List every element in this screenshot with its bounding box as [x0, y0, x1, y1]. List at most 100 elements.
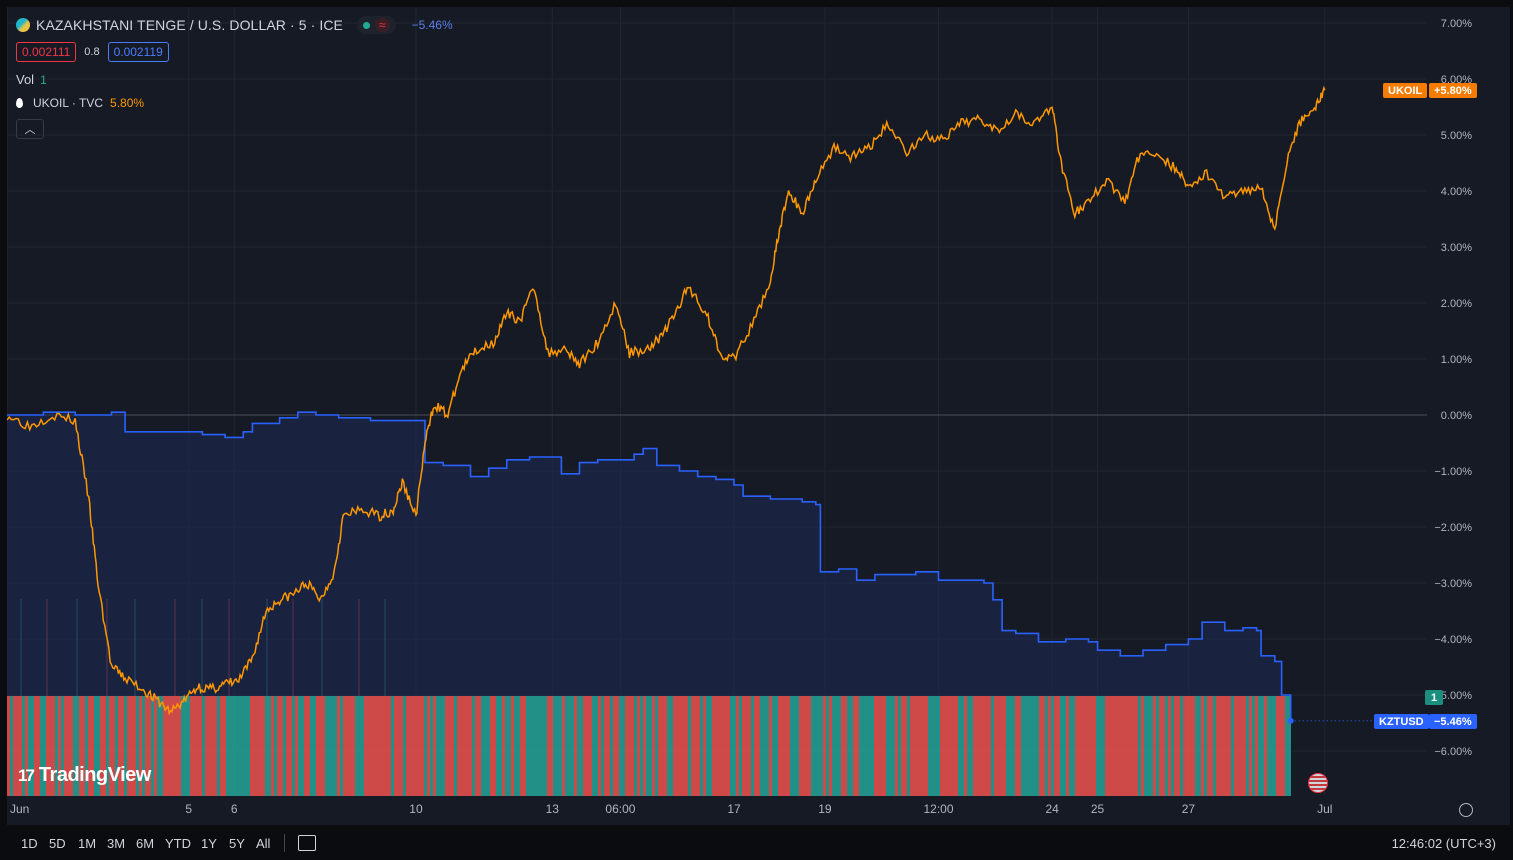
volume-bar — [565, 696, 568, 796]
volume-bar — [1282, 696, 1285, 796]
chart-pane[interactable]: 7.00% 6.00% 5.00% 4.00% 3.00% 2.00% 1.00% 0.00%… — [7, 7, 1510, 825]
volume-bar — [454, 696, 457, 796]
volume-bar — [298, 696, 301, 796]
volume-bar — [130, 696, 133, 796]
volume-bar — [355, 696, 358, 796]
calendar-icon[interactable] — [298, 835, 316, 851]
volume-bar — [805, 696, 808, 796]
volume-legend: Vol 1 — [16, 72, 47, 87]
volume-bar — [19, 696, 22, 796]
volume-bar — [544, 696, 547, 796]
collapse-legend-button[interactable]: ︿ — [16, 119, 44, 139]
volume-bar — [1276, 696, 1279, 796]
volume-bar — [604, 696, 607, 796]
volume-bar — [1099, 696, 1102, 796]
volume-bar — [361, 696, 364, 796]
y-tick-label: −6.00% — [1434, 746, 1472, 758]
volume-bar — [118, 696, 121, 796]
volume-bar — [199, 696, 202, 796]
ukoil-value-tag: +5.80% — [1429, 83, 1477, 98]
volume-bar — [1051, 696, 1054, 796]
range-1y-button[interactable]: 1Y — [201, 836, 217, 851]
volume-bar — [418, 696, 421, 796]
range-5y-button[interactable]: 5Y — [229, 836, 245, 851]
range-5d-button[interactable]: 5D — [49, 836, 66, 851]
range-6m-button[interactable]: 6M — [136, 836, 155, 851]
volume-bar — [1249, 696, 1252, 796]
volume-bar — [535, 696, 538, 796]
bottom-toolbar: 1D 5D 1M 3M 6M YTD 1Y 5Y All 12:46:02 (U… — [0, 826, 1513, 860]
volume-bar — [589, 696, 592, 796]
symbol-title[interactable]: KAZAKHSTANI TENGE / U.S. DOLLAR · 5 · IC… — [36, 17, 343, 33]
volume-bar — [253, 696, 256, 796]
range-1m-button[interactable]: 1M — [78, 836, 97, 851]
volume-bar — [526, 696, 529, 796]
volume-bar — [1108, 696, 1111, 796]
volume-bar — [1186, 696, 1189, 796]
range-3m-button[interactable]: 3M — [107, 836, 126, 851]
volume-bar — [664, 696, 667, 796]
chart-canvas[interactable]: 7.00%6.00%5.00%4.00%3.00%2.00%1.00%0.00%… — [7, 7, 1510, 825]
range-1d-button[interactable]: 1D — [21, 836, 38, 851]
volume-bar — [721, 696, 724, 796]
volume-bar — [106, 696, 109, 796]
clock-timezone[interactable]: 12:46:02 (UTC+3) — [1391, 836, 1496, 851]
volume-bar — [10, 696, 13, 796]
volume-bar — [1114, 696, 1117, 796]
volume-bar — [874, 696, 877, 796]
market-status-pill[interactable]: ≈ — [356, 16, 396, 34]
volume-bar — [1054, 696, 1057, 796]
range-all-button[interactable]: All — [256, 836, 271, 851]
us-flag-icon[interactable] — [1308, 773, 1328, 793]
volume-bar — [967, 696, 970, 796]
volume-bar — [241, 696, 244, 796]
bid-price-button[interactable]: 0.002111 — [16, 42, 77, 62]
volume-bar — [802, 696, 805, 796]
volume-bar — [760, 696, 763, 796]
volume-label[interactable]: Vol — [16, 72, 35, 87]
volume-bar — [823, 696, 826, 796]
volume-bar — [931, 696, 934, 796]
volume-bar — [1111, 696, 1114, 796]
volume-bar — [352, 696, 355, 796]
volume-bar — [403, 696, 406, 796]
volume-bar — [1141, 696, 1144, 796]
volume-bar — [313, 696, 316, 796]
y-tick-label: −2.00% — [1434, 522, 1472, 534]
volume-bar — [733, 696, 736, 796]
volume-bar — [463, 696, 466, 796]
volume-bar — [13, 696, 16, 796]
volume-bar — [916, 696, 919, 796]
tradingview-logo[interactable]: 17 TradingView — [18, 764, 151, 787]
volume-bar — [1144, 696, 1147, 796]
volume-bar — [487, 696, 490, 796]
x-tick-label: Jun — [10, 802, 29, 816]
volume-bar — [61, 696, 64, 796]
volume-bar — [658, 696, 661, 796]
volume-bar — [982, 696, 985, 796]
volume-bar — [517, 696, 520, 796]
x-tick-label: 25 — [1091, 802, 1105, 816]
volume-bar — [1195, 696, 1198, 796]
volume-bar — [1255, 696, 1258, 796]
compare-symbol-label[interactable]: UKOIL · TVC — [33, 96, 104, 110]
volume-bar — [1285, 696, 1288, 796]
volume-bar — [862, 696, 865, 796]
ask-price-button[interactable]: 0.002119 — [107, 42, 169, 62]
volume-bar — [817, 696, 820, 796]
volume-bar — [724, 696, 727, 796]
volume-bar — [640, 696, 643, 796]
volume-bar — [181, 696, 184, 796]
volume-bar — [889, 696, 892, 796]
volume-bar — [82, 696, 85, 796]
volume-bar — [856, 696, 859, 796]
range-ytd-button[interactable]: YTD — [165, 836, 191, 851]
volume-bar — [331, 696, 334, 796]
volume-bar — [265, 696, 268, 796]
ukoil-line — [7, 85, 1326, 716]
volume-bar — [334, 696, 337, 796]
settings-icon[interactable] — [1459, 803, 1473, 817]
volume-bar — [274, 696, 277, 796]
volume-bar — [847, 696, 850, 796]
